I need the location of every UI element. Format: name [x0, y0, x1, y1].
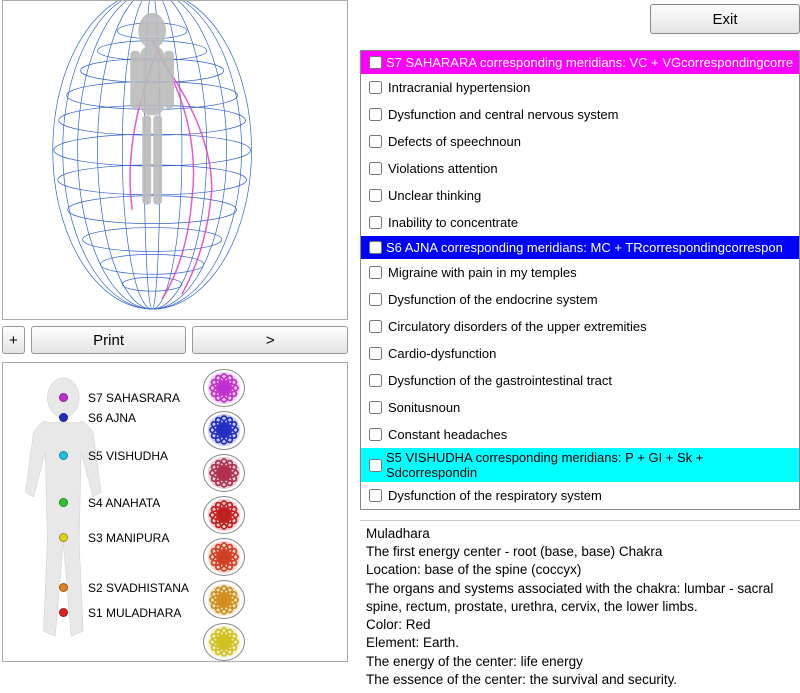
mandala-icon-2 [203, 454, 245, 492]
symptom-checkbox[interactable] [369, 81, 382, 94]
symptom-row: Defects of speechnoun [361, 128, 799, 155]
chakra-label-s2: S2 SVADHISTANA [88, 581, 189, 595]
section-title: S7 SAHARARA corresponding meridians: VC … [386, 55, 793, 70]
chakra-dot-s4 [59, 498, 68, 507]
symptom-row: Dysfunction of the endocrine system [361, 286, 799, 313]
section-title: S6 AJNA corresponding meridians: MC + TR… [386, 240, 783, 255]
description-line: Color: Red [366, 616, 794, 634]
symptom-checkbox[interactable] [369, 216, 382, 229]
mandala-icon-1 [203, 411, 245, 449]
symptom-row: Dysfunction and central nervous system [361, 101, 799, 128]
description-panel: Muladhara The first energy center - root… [360, 520, 800, 693]
chakra-label-s5: S5 VISHUDHA [88, 449, 168, 463]
mandala-icon-0 [203, 369, 245, 407]
mandala-icon-6 [203, 623, 245, 661]
mandala-icon-3 [203, 496, 245, 534]
section-checkbox[interactable] [369, 56, 382, 69]
symptom-section-header: S5 VISHUDHA corresponding meridians: P +… [361, 448, 799, 482]
chakra-label-s6: S6 AJNA [88, 411, 136, 425]
symptom-label: Dysfunction of the gastrointestinal trac… [388, 373, 612, 388]
chakra-dot-s7 [59, 393, 68, 402]
aura-svg [3, 1, 347, 319]
symptom-row: Cardio-dysfunction [361, 340, 799, 367]
description-line: The first energy center - root (base, ba… [366, 543, 794, 561]
symptom-row: Migraine with pain in my temples [361, 259, 799, 286]
symptom-label: Defects of speechnoun [388, 134, 521, 149]
chakra-label-s4: S4 ANAHATA [88, 496, 160, 510]
symptom-checkbox[interactable] [369, 347, 382, 360]
symptom-label: Migraine with pain in my temples [388, 265, 577, 280]
symptom-label: Constant headaches [388, 427, 507, 442]
symptom-checkbox[interactable] [369, 266, 382, 279]
chakra-dot-s5 [59, 451, 68, 460]
symptom-label: Unclear thinking [388, 188, 481, 203]
section-title: S5 VISHUDHA corresponding meridians: P +… [386, 450, 795, 480]
section-checkbox[interactable] [369, 459, 382, 472]
symptom-checkbox[interactable] [369, 428, 382, 441]
chakra-dot-s2 [59, 583, 68, 592]
chakra-dot-s3 [59, 533, 68, 542]
chakra-legend-panel: S7 SAHASRARA S6 AJNA S5 VISHUDHA S4 ANAHATA… [2, 362, 348, 662]
description-line: The energy of the center: life energy [366, 653, 794, 671]
chakra-dot-s1 [59, 608, 68, 617]
symptom-row: Circulatory disorders of the upper extre… [361, 313, 799, 340]
print-button[interactable]: Print [31, 326, 187, 354]
symptom-checkbox[interactable] [369, 293, 382, 306]
symptom-label: Inability to concentrate [388, 215, 518, 230]
symptom-checkbox[interactable] [369, 162, 382, 175]
description-title: Muladhara [366, 525, 794, 543]
symptom-checkbox[interactable] [369, 401, 382, 414]
description-line: The organs and systems associated with t… [366, 580, 794, 616]
symptom-checkbox[interactable] [369, 320, 382, 333]
symptom-label: Dysfunction and central nervous system [388, 107, 619, 122]
symptom-section-header: S6 AJNA corresponding meridians: MC + TR… [361, 236, 799, 259]
symptom-label: Violations attention [388, 161, 498, 176]
description-line: Location: base of the spine (coccyx) [366, 561, 794, 579]
symptom-row: Intracranial hypertension [361, 74, 799, 101]
symptom-label: Cardio-dysfunction [388, 346, 496, 361]
section-checkbox[interactable] [369, 241, 382, 254]
symptoms-panel[interactable]: S7 SAHARARA corresponding meridians: VC … [360, 50, 800, 510]
chakra-label-s1: S1 MULADHARA [88, 606, 181, 620]
symptom-label: Dysfunction of the respiratory system [388, 488, 602, 503]
chakra-label-s3: S3 MANIPURA [88, 531, 169, 545]
symptom-checkbox[interactable] [369, 108, 382, 121]
symptom-checkbox[interactable] [369, 489, 382, 502]
symptom-row: Dysfunction of the respiratory system [361, 482, 799, 509]
description-line: The essence of the center: the survival … [366, 671, 794, 689]
plus-button[interactable]: + [2, 326, 25, 354]
exit-button[interactable]: Exit [650, 4, 800, 34]
symptom-row: Constant headaches [361, 421, 799, 448]
mandala-column [203, 363, 263, 661]
symptom-row: Unclear thinking [361, 182, 799, 209]
symptom-row: Inability to concentrate [361, 209, 799, 236]
symptom-row: Violations attention [361, 155, 799, 182]
chakra-label-s7: S7 SAHASRARA [88, 391, 180, 405]
mandala-icon-4 [203, 538, 245, 576]
mandala-icon-5 [203, 580, 245, 618]
legend-figure: S7 SAHASRARA S6 AJNA S5 VISHUDHA S4 ANAHATA… [3, 363, 203, 661]
symptom-row: Dysfunction of the gastrointestinal trac… [361, 367, 799, 394]
symptom-row: Dysfunction of thyroid gland [361, 509, 799, 510]
symptom-checkbox[interactable] [369, 374, 382, 387]
description-line: Element: Earth. [366, 634, 794, 652]
symptom-label: Dysfunction of the endocrine system [388, 292, 598, 307]
aura-wireframe-view [2, 0, 348, 320]
next-button[interactable]: > [192, 326, 348, 354]
symptom-label: Intracranial hypertension [388, 80, 530, 95]
chakra-dot-s6 [59, 413, 68, 422]
symptom-label: Circulatory disorders of the upper extre… [388, 319, 647, 334]
symptom-row: Sonitusnoun [361, 394, 799, 421]
symptom-checkbox[interactable] [369, 189, 382, 202]
symptom-label: Sonitusnoun [388, 400, 460, 415]
symptom-checkbox[interactable] [369, 135, 382, 148]
symptom-section-header: S7 SAHARARA corresponding meridians: VC … [361, 51, 799, 74]
